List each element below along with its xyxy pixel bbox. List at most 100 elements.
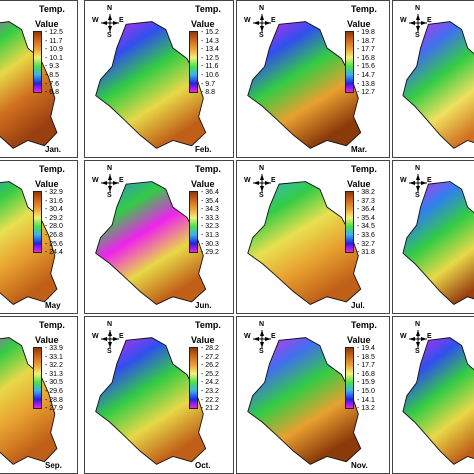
compass-w-label: W (92, 17, 99, 24)
legend-subheading: Value (347, 335, 371, 345)
temperature-map-aug (393, 161, 474, 314)
legend-tick-label: - 31.3 (201, 232, 219, 239)
country-outline-feb (96, 22, 206, 149)
legend-subheading: Value (191, 179, 215, 189)
compass-arrows-icon (409, 330, 427, 348)
compass-rose-icon: N S E W (400, 5, 433, 39)
compass-n-label: N (415, 321, 421, 328)
map-panel-apr: N S E W (392, 0, 474, 158)
map-panel-jun: N S E W Temp. Value - 36.4- 35.4- 34.3- 33.3- … (84, 160, 234, 314)
legend-tick-label: - 29.2 (201, 249, 219, 257)
legend-tick-label: - 29.2 (45, 214, 63, 222)
legend-tick-label: - 37.3 (357, 197, 375, 205)
legend-tick-label: - 7.6 (45, 80, 60, 88)
legend-tick-label: - 14.7 (357, 72, 375, 79)
legend-subheading: Value (347, 19, 371, 29)
legend-tick-label: - 10.1 (45, 54, 63, 62)
temperature-map-dec (393, 317, 474, 474)
legend-subheading: Value (35, 19, 59, 29)
legend-subheading: Value (191, 19, 215, 29)
map-panel-oct: N S E W Temp. Value - 28.2- 27.2- 26.2- 25.2- … (84, 316, 234, 474)
legend-tick-label: - 18.5 (357, 353, 375, 361)
country-outline-jun (96, 182, 206, 305)
legend-colorbar (189, 191, 198, 253)
legend-tick-label: - 23.2 (201, 388, 219, 395)
temperature-map-jan (0, 1, 78, 158)
country-outline-jan (0, 22, 57, 149)
compass-w-label: W (400, 333, 407, 340)
country-outline-oct (96, 338, 206, 465)
legend-tick-label: - 16.8 (357, 54, 375, 62)
compass-rose-icon: N S E W (244, 321, 277, 355)
legend-tick-label: - 17.7 (357, 46, 375, 54)
legend-subheading: Value (191, 335, 215, 345)
compass-s-label: S (259, 32, 264, 39)
legend-tick-label: - 31.6 (45, 197, 63, 205)
legend-subheading: Value (35, 179, 59, 189)
legend-tick-label: - 13.4 (201, 46, 219, 54)
legend-colorbar (33, 31, 42, 93)
legend-tick-label: - 14.3 (201, 37, 219, 45)
compass-rose-icon: N S E W (92, 5, 125, 39)
map-panel-nov: N S E W Temp. Value - 19.4- 18.5- 17.7- 16.8- … (236, 316, 390, 474)
month-label-mar: Mar. (351, 145, 368, 154)
legend-tick-label: - 28.8 (45, 396, 63, 404)
legend-tick-label: - 26.2 (201, 362, 219, 370)
country-outline-nov (248, 338, 361, 465)
month-label-jul: Jul. (351, 301, 365, 310)
legend-tick-label: - 30.4 (45, 206, 63, 214)
compass-w-label: W (400, 177, 407, 184)
compass-n-label: N (259, 5, 265, 12)
legend-tick-label: - 31.8 (357, 249, 375, 257)
legend-tick-label: - 33.9 (45, 345, 63, 352)
compass-n-label: N (107, 5, 113, 12)
temperature-map-apr (393, 1, 474, 158)
compass-s-label: S (415, 32, 420, 39)
legend-tick-label: - 36.4 (357, 206, 375, 214)
compass-w-label: W (400, 17, 407, 24)
compass-arrows-icon (101, 14, 119, 32)
legend-tick-label: - 6.8 (45, 89, 60, 97)
legend-tick-label: - 35.4 (201, 197, 219, 205)
compass-s-label: S (415, 348, 420, 355)
compass-rose-icon: N S E W (400, 165, 433, 199)
compass-s-label: S (415, 192, 420, 199)
legend-tick-label: - 26.8 (45, 232, 63, 239)
legend-tick-label: - 8.5 (45, 72, 60, 79)
legend-tick-label: - 12.5 (201, 54, 219, 62)
legend-tick-label: - 25.2 (201, 370, 219, 378)
legend-tick-label: - 15.9 (357, 379, 375, 387)
legend-tick-label: - 15.2 (201, 29, 219, 36)
compass-n-label: N (415, 5, 421, 12)
legend-tick-label: - 30.3 (201, 240, 219, 248)
compass-n-label: N (107, 165, 113, 172)
compass-e-label: E (427, 17, 432, 24)
map-panel-mar: N S E W Temp. Value - 19.8- 18.7- 17.7- 16.8- … (236, 0, 390, 158)
legend-tick-label: - 13.8 (357, 80, 375, 88)
legend-tick-label: - 27.9 (45, 405, 63, 413)
month-label-nov: Nov. (351, 461, 368, 470)
compass-n-label: N (415, 165, 421, 172)
legend-tick-label: - 10.9 (45, 46, 63, 54)
temperature-map-sep (0, 317, 78, 474)
legend-tick-label: - 31.3 (45, 370, 63, 378)
legend-tick-label: - 33.6 (357, 232, 375, 239)
legend-colorbar (345, 191, 354, 253)
legend-colorbar (189, 31, 198, 93)
legend-tick-label: - 18.7 (357, 37, 375, 45)
legend-heading: Temp. (39, 164, 65, 174)
compass-e-label: E (427, 333, 432, 340)
legend-colorbar (33, 347, 42, 409)
legend-tick-label: - 8.8 (201, 89, 216, 97)
legend-heading: Temp. (195, 164, 221, 174)
legend-tick-label: - 14.1 (357, 396, 375, 404)
legend-tick-label: - 12.7 (357, 89, 375, 97)
compass-w-label: W (92, 177, 99, 184)
month-label-feb: Feb. (195, 145, 212, 154)
legend-tick-label: - 38.2 (357, 189, 375, 196)
country-outline-sep (0, 338, 57, 465)
legend-colorbar (345, 347, 354, 409)
compass-arrows-icon (101, 330, 119, 348)
compass-arrows-icon (253, 174, 271, 192)
